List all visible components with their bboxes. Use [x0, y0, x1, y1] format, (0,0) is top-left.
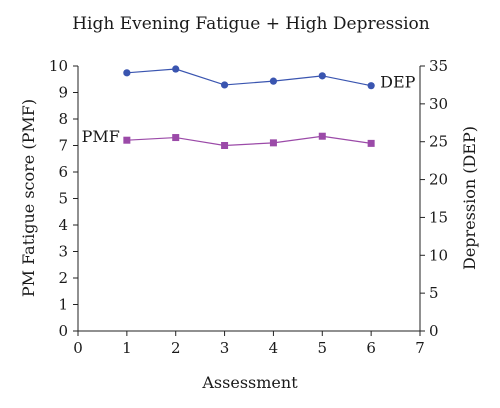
dep-point	[269, 77, 278, 85]
x-tick-label: 3	[220, 339, 230, 357]
x-tick-label: 7	[415, 339, 425, 357]
y-left-tick-label: 2	[58, 269, 68, 287]
y-axis-left-label: PM Fatigue score (PMF)	[19, 99, 38, 297]
pmf-series-label: PMF	[82, 127, 120, 146]
x-tick-label: 2	[171, 339, 181, 357]
y-right-tick-label: 0	[429, 322, 439, 340]
x-tick-label: 0	[73, 339, 83, 357]
dep-point	[318, 72, 326, 80]
y-right-tick-label: 20	[429, 171, 448, 189]
dep-point	[172, 65, 180, 73]
y-left-tick-label: 3	[58, 243, 68, 261]
pmf-point	[269, 139, 277, 147]
y-right-tick-label: 25	[429, 133, 448, 151]
y-right-tick-label: 5	[429, 284, 439, 302]
dep-point	[220, 81, 229, 89]
pmf-point	[221, 142, 229, 149]
x-tick-label: 6	[366, 339, 376, 357]
y-right-tick-label: 35	[429, 57, 448, 75]
dep-series-label: DEP	[380, 73, 416, 92]
chart-marks: PMF DEP	[82, 65, 416, 149]
x-tick-label: 1	[122, 339, 132, 357]
y-right-tick-label: 30	[429, 95, 448, 113]
pmf-point	[318, 132, 326, 140]
y-axis-right-label: Depression (DEP)	[460, 126, 479, 270]
chart-title: High Evening Fatigue + High Depression	[72, 14, 430, 34]
y-left-tick-label: 9	[58, 84, 68, 102]
y-left-tick-label: 6	[58, 163, 68, 181]
x-tick-label: 4	[269, 339, 279, 357]
dep-point	[123, 69, 131, 77]
y-left-tick-label: 8	[58, 110, 68, 128]
y-left-tick-label: 5	[58, 190, 68, 208]
y-left-tick-label: 7	[58, 137, 68, 155]
y-right-tick-label: 10	[429, 246, 448, 264]
y-left-tick-label: 4	[58, 216, 68, 234]
pmf-point	[367, 139, 375, 147]
x-axis-label: Assessment	[201, 373, 298, 392]
pmf-point	[123, 136, 131, 144]
x-tick-label: 5	[318, 339, 328, 357]
dep-point	[367, 82, 375, 90]
y-left-tick-label: 10	[49, 57, 68, 75]
y-left-tick-label: 1	[58, 296, 68, 314]
y-right-tick-label: 15	[429, 208, 448, 226]
pmf-series-line	[126, 135, 372, 147]
pmf-point	[172, 134, 180, 142]
dep-series-line	[126, 68, 372, 87]
y-left-tick-label: 0	[58, 322, 68, 340]
